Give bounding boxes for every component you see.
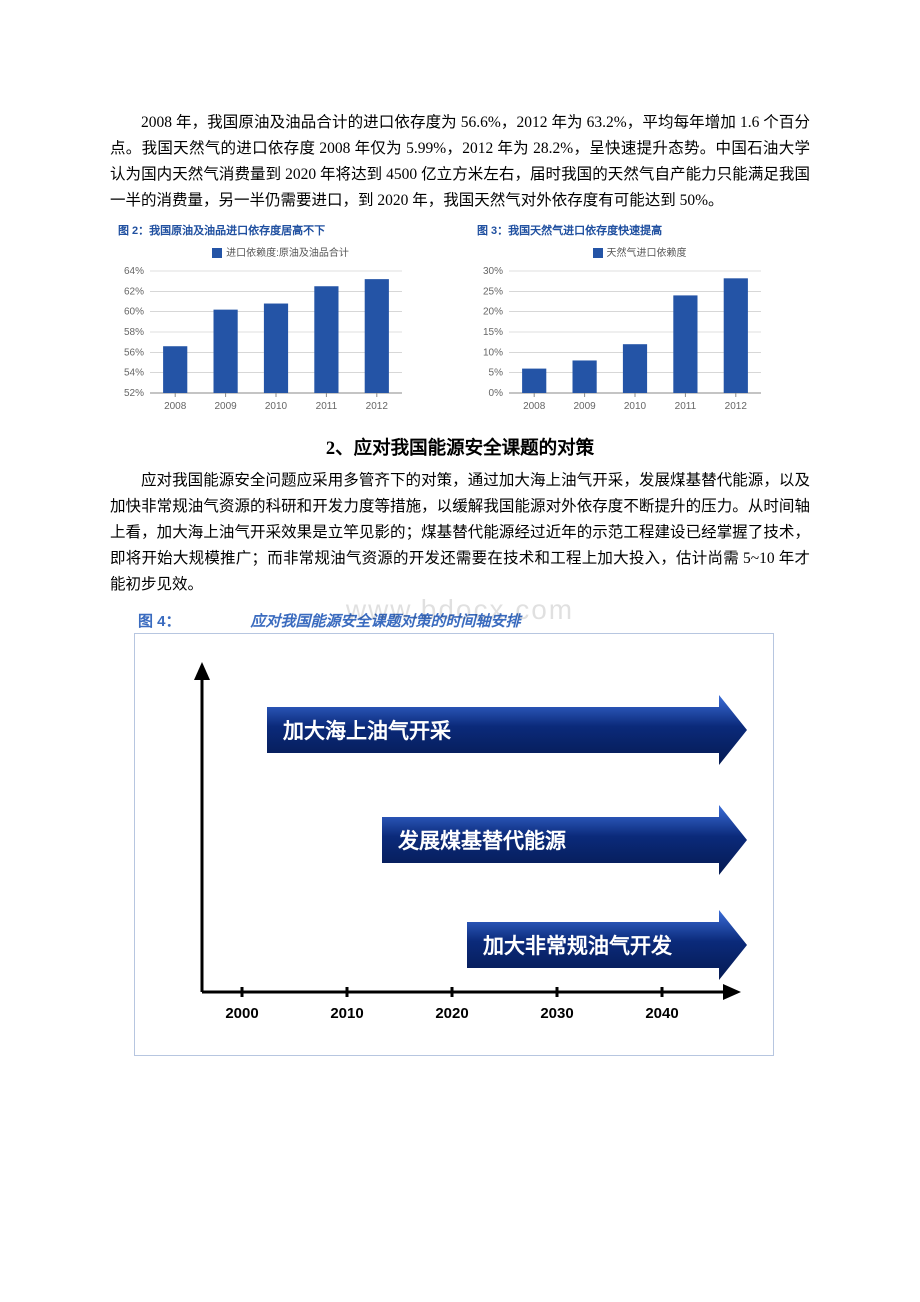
para2: 应对我国能源安全问题应采用多管齐下的对策，通过加大海上油气开采，发展煤基替代能源… xyxy=(110,468,810,598)
svg-text:5%: 5% xyxy=(489,368,504,379)
intro-paragraph: 2008 年，我国原油及油品合计的进口依存度为 56.6%，2012 年为 63… xyxy=(110,110,810,214)
chart3-panel: 图 3：我国天然气进口依存度快速提高 天然气进口依赖度 0% 5% 10% 15% 20… xyxy=(469,222,810,420)
svg-text:2010: 2010 xyxy=(265,401,288,412)
svg-text:2010: 2010 xyxy=(624,401,647,412)
chart3-title: 图 3：我国天然气进口依存度快速提高 xyxy=(477,222,810,238)
svg-text:30%: 30% xyxy=(483,266,503,277)
chart2-panel: 图 2：我国原油及油品进口依存度居高不下 进口依赖度:原油及油品合计 52% 54… xyxy=(110,222,451,420)
chart2-legend: 进口依赖度:原油及油品合计 xyxy=(110,244,451,259)
charts-row: 图 2：我国原油及油品进口依存度居高不下 进口依赖度:原油及油品合计 52% 54… xyxy=(110,222,810,420)
svg-text:2008: 2008 xyxy=(164,401,187,412)
chart2-title: 图 2：我国原油及油品进口依存度居高不下 xyxy=(118,222,451,238)
chart3-legend-text: 天然气进口依赖度 xyxy=(607,248,687,259)
svg-text:2010: 2010 xyxy=(330,1005,363,1022)
section-heading-2: 2、应对我国能源安全课题的对策 xyxy=(110,434,810,460)
watermark-text: www.bdocx.com xyxy=(110,594,810,626)
svg-text:2011: 2011 xyxy=(316,401,338,412)
svg-text:2030: 2030 xyxy=(540,1005,573,1022)
svg-text:52%: 52% xyxy=(124,388,144,399)
svg-text:54%: 54% xyxy=(124,368,144,379)
svg-text:2000: 2000 xyxy=(225,1005,258,1022)
svg-text:2009: 2009 xyxy=(573,401,596,412)
svg-text:2011: 2011 xyxy=(675,401,697,412)
fig4-box: 2000 2010 2020 2030 2040 加大海上油气开采发展煤基替代能源加大非常… xyxy=(134,633,774,1056)
fig4-plot: 2000 2010 2020 2030 2040 加大海上油气开采发展煤基替代能源加大非常… xyxy=(147,652,761,1037)
svg-text:2012: 2012 xyxy=(725,401,748,412)
svg-text:加大非常规油气开发: 加大非常规油气开发 xyxy=(482,934,673,958)
svg-text:0%: 0% xyxy=(489,388,504,399)
svg-text:2020: 2020 xyxy=(435,1005,468,1022)
svg-text:64%: 64% xyxy=(124,266,144,277)
svg-text:58%: 58% xyxy=(124,327,144,338)
chart2-plot: 52% 54% 56% 58% 60% 62% 64% 2008 2009 2010 2011 201… xyxy=(110,265,451,420)
chart3-legend: 天然气进口依赖度 xyxy=(469,244,810,259)
svg-text:2012: 2012 xyxy=(366,401,389,412)
svg-text:62%: 62% xyxy=(124,286,144,297)
svg-text:2008: 2008 xyxy=(523,401,546,412)
svg-text:15%: 15% xyxy=(483,327,503,338)
chart3-plot: 0% 5% 10% 15% 20% 25% 30% 2008 2009 2010 2011 2012 xyxy=(469,265,810,420)
chart2-legend-text: 进口依赖度:原油及油品合计 xyxy=(226,248,349,259)
svg-text:2040: 2040 xyxy=(645,1005,678,1022)
chart2-legend-swatch xyxy=(212,248,222,258)
chart3-legend-swatch xyxy=(593,248,603,258)
svg-text:发展煤基替代能源: 发展煤基替代能源 xyxy=(397,829,566,853)
svg-text:加大海上油气开采: 加大海上油气开采 xyxy=(282,719,451,743)
svg-text:2009: 2009 xyxy=(214,401,237,412)
svg-text:20%: 20% xyxy=(483,307,503,318)
svg-text:25%: 25% xyxy=(483,286,503,297)
svg-text:60%: 60% xyxy=(124,307,144,318)
svg-text:56%: 56% xyxy=(124,347,144,358)
svg-text:10%: 10% xyxy=(483,347,503,358)
